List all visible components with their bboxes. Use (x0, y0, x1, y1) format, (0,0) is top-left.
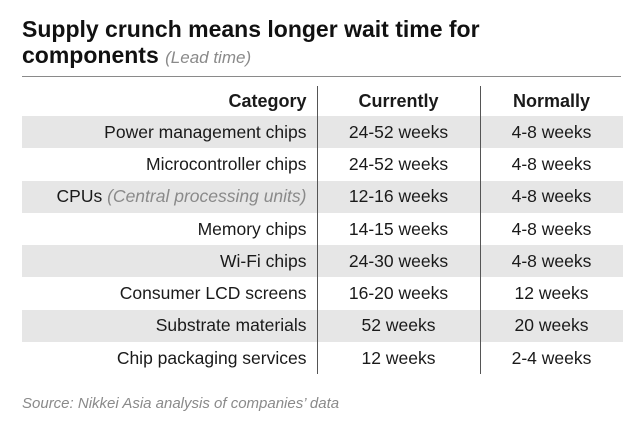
cell-currently: 12 weeks (316, 342, 480, 375)
table-row: CPUs (Central processing units) 12-16 wee… (22, 180, 623, 213)
table-row: Chip packaging services 12 weeks 2-4 weeks (22, 342, 623, 375)
category-label: Wi-Fi chips (219, 250, 307, 271)
table-row: Memory chips 14-15 weeks 4-8 weeks (22, 212, 623, 246)
cell-currently: 16-20 weeks (316, 277, 480, 310)
cell-currently: 24-30 weeks (316, 245, 480, 278)
cell-normally: 20 weeks (479, 309, 623, 343)
cell-currently: 52 weeks (316, 309, 480, 343)
cell-currently: 24-52 weeks (316, 116, 480, 149)
cell-category: Substrate materials (22, 309, 317, 343)
cell-currently: 24-52 weeks (316, 148, 480, 181)
cell-currently: 14-15 weeks (316, 212, 480, 246)
cell-category: CPUs (Central processing units) (22, 180, 317, 213)
cell-normally: 2-4 weeks (479, 342, 623, 375)
chart-title: Supply crunch means longer wait time for… (22, 16, 622, 71)
source-note: Source: Nikkei Asia analysis of companie… (22, 395, 340, 412)
cell-category: Chip packaging services (22, 342, 317, 374)
column-header-currently: Currently (316, 86, 480, 116)
cell-normally: 4-8 weeks (479, 212, 623, 246)
cell-category: Microcontroller chips (22, 148, 317, 180)
cell-category: Wi-Fi chips (22, 245, 317, 278)
cell-normally: 12 weeks (479, 277, 623, 310)
table-row: Consumer LCD screens 16-20 weeks 12 weeks (22, 277, 623, 310)
cell-category: Memory chips (22, 213, 317, 245)
column-header-normally: Normally (479, 86, 623, 116)
table-header-row: Category Currently Normally (22, 86, 623, 116)
lead-time-table: Category Currently Normally Power manage… (22, 86, 623, 375)
table-row: Microcontroller chips 24-52 weeks 4-8 week… (22, 148, 623, 181)
header-divider (22, 76, 621, 77)
column-header-category: Category (228, 90, 307, 111)
cell-normally: 4-8 weeks (479, 148, 623, 181)
table-row: Wi-Fi chips 24-30 weeks 4-8 weeks (22, 245, 623, 278)
cell-normally: 4-8 weeks (479, 116, 623, 149)
cell-normally: 4-8 weeks (479, 245, 623, 278)
chart-subtitle: (Lead time) (165, 48, 252, 67)
chart-header: Supply crunch means longer wait time for… (22, 16, 622, 71)
table-row: Substrate materials 52 weeks 20 weeks (22, 309, 623, 343)
category-label: Consumer LCD screens (119, 283, 307, 304)
cell-category: Power management chips (22, 116, 317, 149)
chart-title-text: Supply crunch means longer wait time for… (22, 16, 480, 68)
table-body: Power management chips 24-52 weeks 4-8 wee… (22, 116, 623, 375)
category-label: CPUs (56, 186, 103, 207)
category-label: Substrate materials (155, 315, 307, 336)
cell-category: Consumer LCD screens (22, 277, 317, 309)
table-row: Power management chips 24-52 weeks 4-8 wee… (22, 116, 623, 149)
category-note: (Central processing units) (107, 186, 307, 207)
cell-normally: 4-8 weeks (479, 180, 623, 213)
category-label: Chip packaging services (116, 347, 307, 368)
category-label: Power management chips (104, 121, 307, 142)
category-label: Memory chips (197, 218, 307, 239)
cell-currently: 12-16 weeks (316, 180, 480, 213)
category-label: Microcontroller chips (146, 153, 307, 174)
